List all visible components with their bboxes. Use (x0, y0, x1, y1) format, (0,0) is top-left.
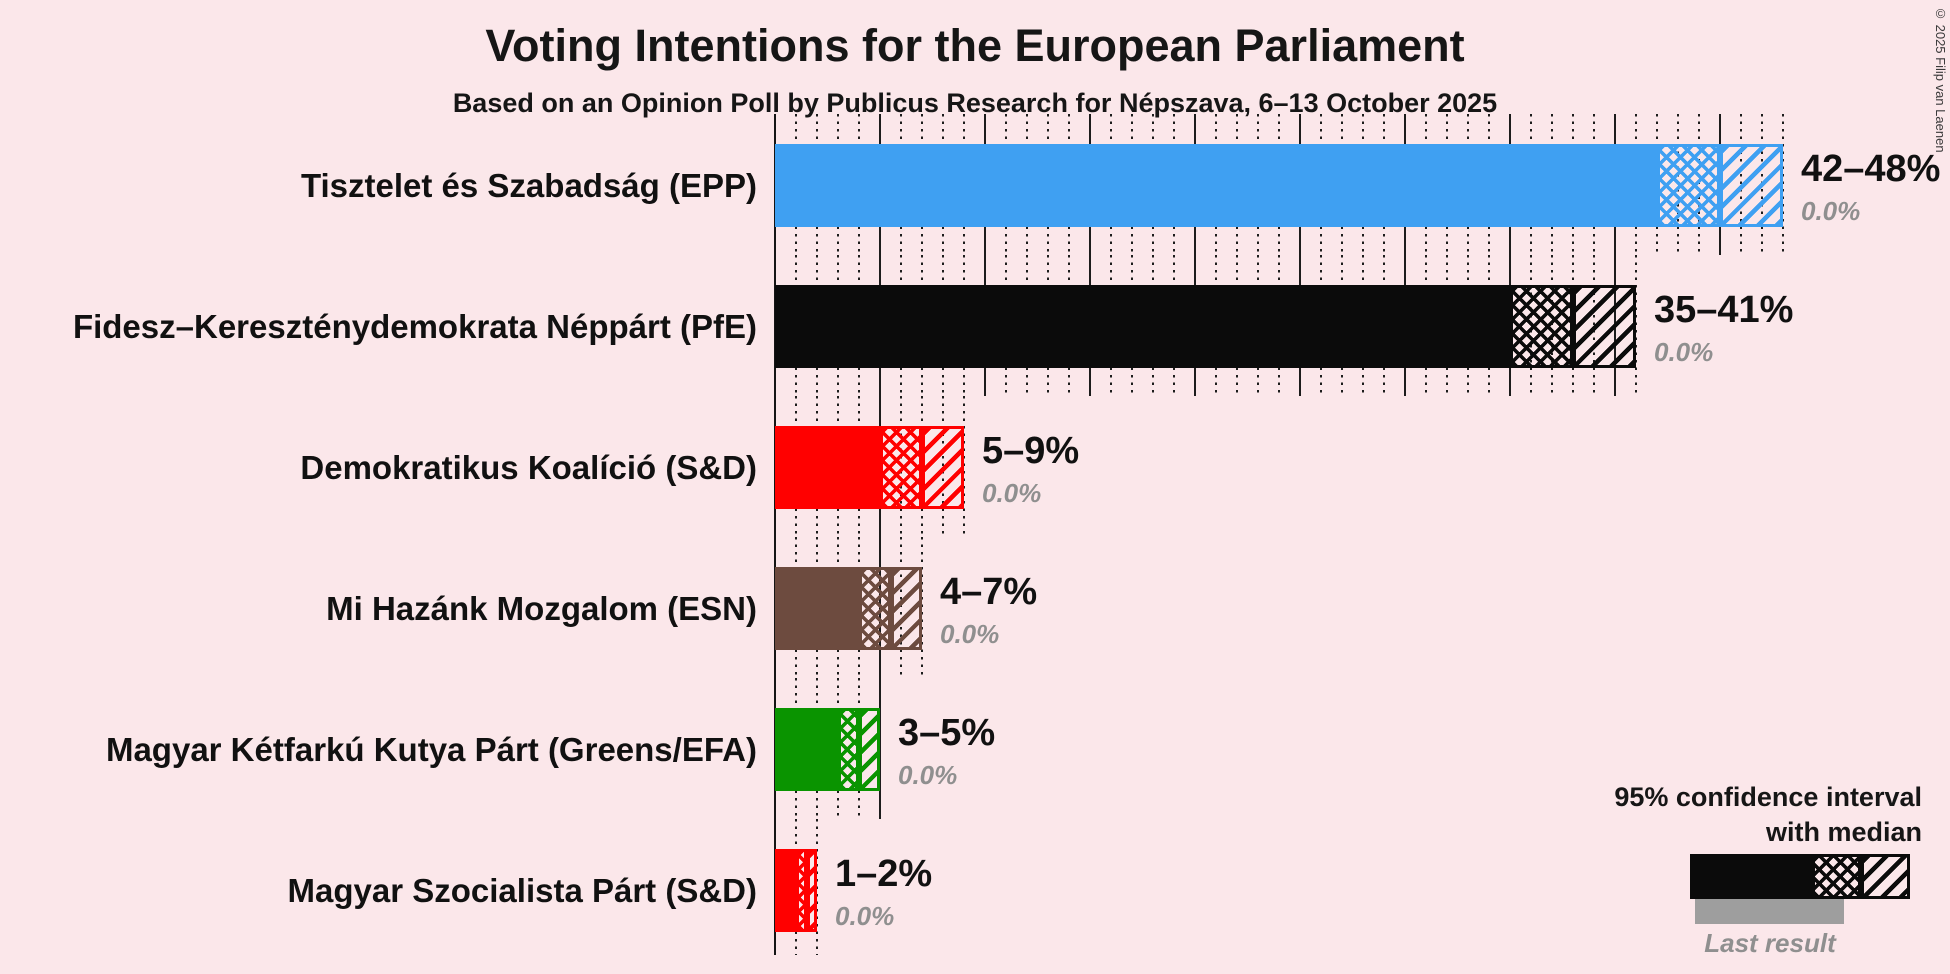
value-labels: 42–48% 0.0% (1801, 144, 1940, 227)
ci-range-label: 4–7% (940, 571, 1038, 613)
bar-solid-segment (775, 567, 859, 650)
bar-ci-upper-hatch (890, 567, 922, 650)
bar-solid-segment (775, 849, 796, 932)
legend-ci-title-line2: with median (1765, 816, 1922, 847)
party-label: Demokratikus Koalíció (S&D) (300, 449, 757, 486)
legend-ci-title: 95% confidence interval with median (1422, 780, 1922, 849)
bar-ci-lower-hatch (838, 708, 859, 791)
chart-subtitle: Based on an Opinion Poll by Publicus Res… (452, 88, 1498, 118)
bar-ci-upper-hatch (1573, 285, 1636, 368)
legend-sample-solid-segment (1690, 854, 1812, 899)
value-labels: 1–2% 0.0% (835, 849, 932, 932)
value-labels: 3–5% 0.0% (898, 708, 995, 791)
ci-range-label: 42–48% (1801, 148, 1941, 190)
legend-sample-diagonal-segment (1861, 854, 1910, 899)
legend-last-result-label: Last result (1704, 928, 1836, 958)
ci-range-label: 35–41% (1654, 289, 1794, 331)
legend-ci-sample-bar (1690, 854, 1910, 899)
bar-solid-segment (775, 285, 1510, 368)
bar-ci-lower-hatch (880, 426, 922, 509)
value-labels: 5–9% 0.0% (982, 426, 1079, 509)
bar-ci-upper-hatch (806, 849, 817, 932)
last-result-value: 0.0% (982, 477, 1042, 508)
bar-ci-lower-hatch (796, 849, 807, 932)
party-label: Magyar Kétfarkú Kutya Párt (Greens/EFA) (105, 731, 757, 768)
bar-solid-segment (775, 426, 880, 509)
bar-ci-lower-hatch (1510, 285, 1573, 368)
bar-ci-lower-hatch (1657, 144, 1720, 227)
last-result-value: 0.0% (1654, 336, 1714, 367)
last-result-value: 0.0% (1801, 195, 1861, 226)
value-labels: 35–41% 0.0% (1654, 285, 1793, 368)
ci-range-label: 3–5% (898, 712, 996, 754)
chart-title: Voting Intentions for the European Parli… (485, 20, 1465, 71)
value-labels: 4–7% 0.0% (940, 567, 1037, 650)
copyright-notice: © 2025 Filip van Laenen (1933, 6, 1948, 153)
last-result-value: 0.0% (940, 618, 1000, 649)
last-result-value: 0.0% (835, 900, 895, 931)
bar-ci-upper-hatch (1720, 144, 1783, 227)
last-result-value: 0.0% (898, 759, 958, 790)
ci-range-label: 1–2% (835, 853, 933, 895)
party-label: Magyar Szocialista Párt (S&D) (287, 872, 757, 909)
party-label: Tisztelet és Szabadság (EPP) (300, 167, 757, 204)
legend-last-result-bar (1695, 899, 1844, 924)
bar-solid-segment (775, 708, 838, 791)
bar-solid-segment (775, 144, 1657, 227)
bar-ci-lower-hatch (859, 567, 891, 650)
bar-ci-upper-hatch (922, 426, 964, 509)
party-label: Fidesz–Kereszténydemokrata Néppárt (PfE) (72, 308, 757, 345)
ci-range-label: 5–9% (982, 430, 1080, 472)
party-label: Mi Hazánk Mozgalom (ESN) (326, 590, 757, 627)
legend-ci-title-line1: 95% confidence interval (1614, 782, 1922, 812)
legend-sample-crosshatch-segment (1812, 854, 1861, 899)
x-axis-zero-line (774, 114, 776, 955)
bar-ci-upper-hatch (859, 708, 880, 791)
